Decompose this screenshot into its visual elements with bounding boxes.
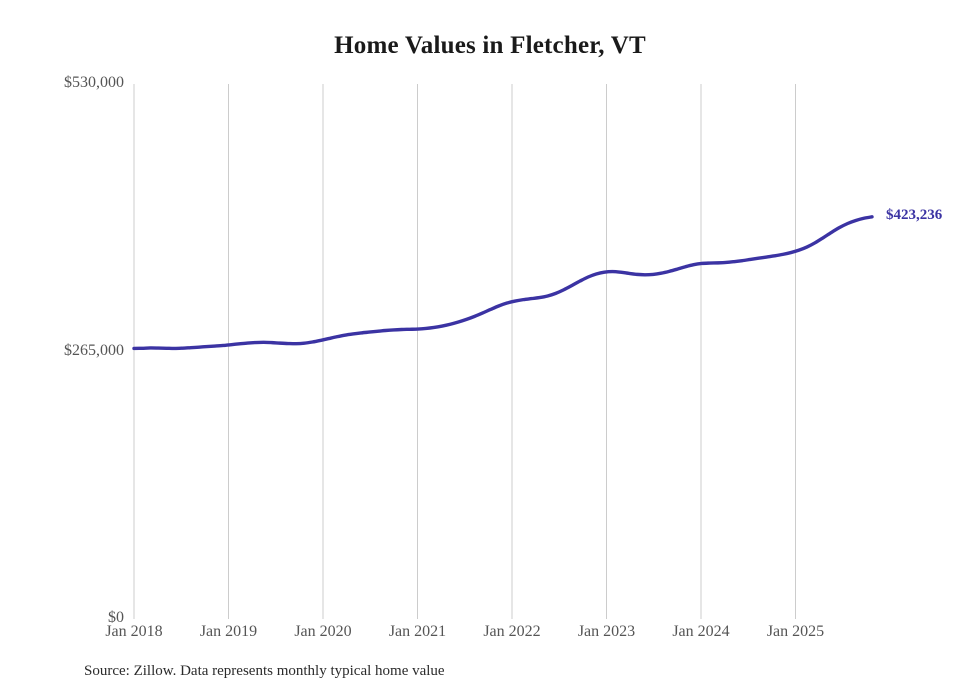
source-note: Source: Zillow. Data represents monthly … [84,663,445,679]
gridlines-group [133,84,796,619]
x-axis-tick-label: Jan 2019 [199,623,258,640]
x-axis-tick-label: Jan 2018 [105,623,163,640]
y-axis-tick-label: $530,000 [64,74,124,91]
chart-title: Home Values in Fletcher, VT [334,32,646,59]
x-axis-tick-label: Jan 2021 [388,623,447,640]
x-axis-tick-label: Jan 2024 [672,623,730,640]
home-value-line [132,215,874,351]
x-axis-tick-label: Jan 2025 [766,623,825,640]
x-axis-tick-label: Jan 2023 [577,623,636,640]
x-axis-tick-label: Jan 2022 [483,623,541,640]
y-axis-tick-label: $265,000 [64,341,124,359]
y-axis-tick-label: $0 [108,609,124,626]
end-value-label: $423,236 [886,206,943,223]
x-axis-tick-label: Jan 2020 [294,623,352,640]
